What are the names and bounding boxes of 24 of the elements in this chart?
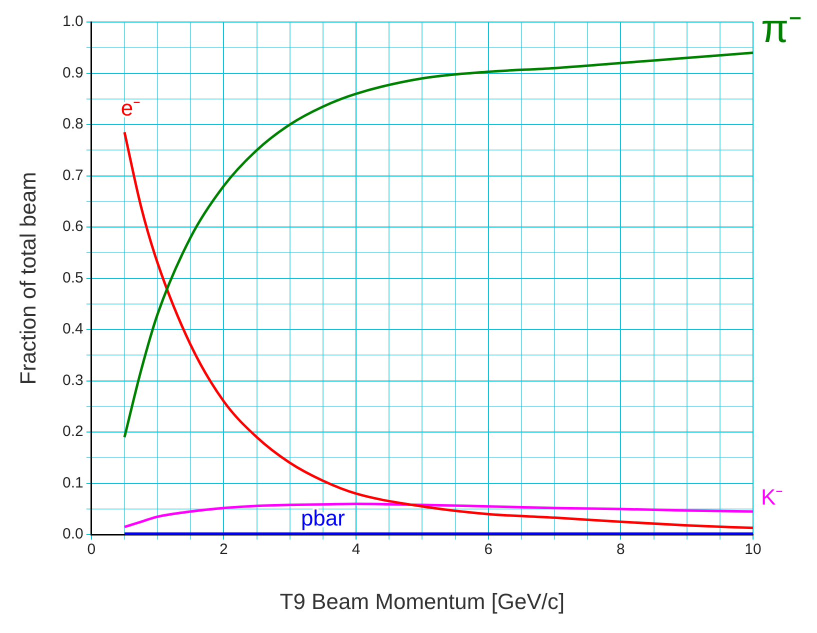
line-series: [123, 502, 753, 528]
line-series: [123, 52, 753, 438]
y-tick-label: 0.2: [62, 423, 84, 440]
y-tick-label: 0.0: [62, 526, 84, 543]
x-tick-label: 8: [616, 541, 625, 558]
annotation: π⁻: [761, 6, 803, 51]
annotation: K⁻: [761, 484, 783, 510]
x-tick-label: 6: [484, 541, 493, 558]
line-series: [123, 130, 753, 530]
y-tick-label: 0.8: [62, 116, 84, 133]
y-tick-label: 0.7: [62, 166, 84, 184]
x-axis-title: T9 Beam Momentum [GeV/c]: [280, 588, 565, 614]
x-tick-label: 4: [352, 541, 360, 558]
y-axis-title: Fraction of total beam: [15, 172, 40, 385]
x-tick-label: 10: [744, 541, 762, 558]
x-tick-label: 2: [220, 541, 228, 558]
y-tick-label: 0.4: [62, 320, 84, 338]
y-tick-label: 1.0: [62, 13, 84, 30]
y-tick-label: 0.3: [62, 372, 84, 389]
y-tick-label: 0.5: [62, 269, 84, 286]
y-tick-label: 0.9: [62, 64, 84, 82]
y-tick-label: 0.6: [62, 218, 84, 236]
y-tick-label: 0.1: [62, 474, 84, 492]
x-tick-label: 0: [87, 541, 96, 558]
